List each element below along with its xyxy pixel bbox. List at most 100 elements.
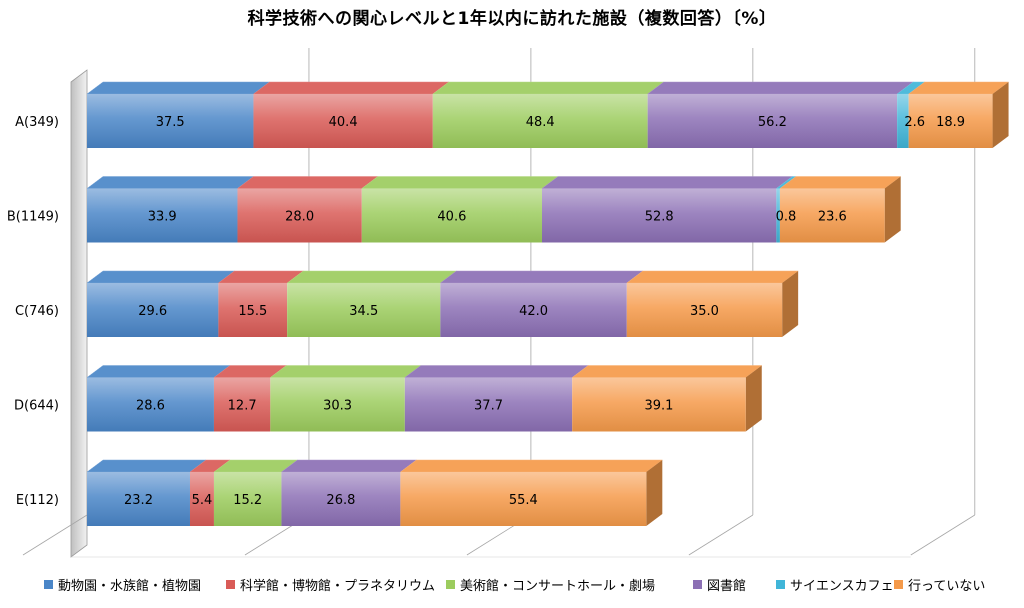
bar-segment xyxy=(287,283,441,337)
bar-segment xyxy=(281,472,401,526)
bar-top-face xyxy=(541,176,794,189)
bar-top-face xyxy=(280,459,418,473)
bar-segment xyxy=(87,188,238,243)
legend-swatch xyxy=(226,580,235,589)
bar-segment xyxy=(647,94,898,148)
bar-segment xyxy=(213,472,282,526)
bar-top-face xyxy=(646,81,914,95)
bar-segment xyxy=(779,188,885,243)
bar-top-face xyxy=(86,176,255,189)
gridline-floor xyxy=(688,514,754,556)
data-label: 5.4 xyxy=(192,493,213,508)
category-label: D(644) xyxy=(14,399,59,414)
legend-label: 科学館・博物館・プラネタリウム xyxy=(240,578,435,594)
legend-swatch xyxy=(776,580,785,589)
data-label: 2.6 xyxy=(904,115,925,130)
bar-segment xyxy=(87,472,190,526)
data-label: 40.4 xyxy=(329,115,358,130)
data-label: 48.4 xyxy=(526,115,555,130)
legend-label: 図書館 xyxy=(707,579,746,594)
legend-swatch xyxy=(446,580,455,589)
gridline-floor xyxy=(22,514,88,556)
bar-end-face xyxy=(884,176,901,243)
bar-top-face xyxy=(86,365,231,378)
bar-top-face xyxy=(404,365,589,378)
data-label: 29.6 xyxy=(138,304,167,319)
legend-label: 美術館・コンサートホール・劇場 xyxy=(460,579,655,594)
data-label: 0.8 xyxy=(776,210,797,225)
chart-side-wall xyxy=(70,69,88,558)
bar-end-face xyxy=(782,271,799,337)
bar-end-face xyxy=(646,460,663,526)
category-label: B(1149) xyxy=(7,210,59,225)
bar-segment xyxy=(361,188,542,243)
bar-top-face xyxy=(399,459,664,473)
data-label: 26.8 xyxy=(326,493,355,508)
data-label: 37.5 xyxy=(156,115,185,130)
category-label: C(746) xyxy=(15,304,59,319)
legend-swatch xyxy=(693,580,702,589)
bar-top-face xyxy=(432,81,665,95)
bar-top-face xyxy=(86,459,207,473)
bar-segment xyxy=(908,94,993,148)
data-label: 23.6 xyxy=(818,210,847,225)
bar-segment xyxy=(87,377,214,432)
bar-top-face xyxy=(361,176,559,189)
category-label: E(112) xyxy=(16,493,59,508)
bar-segment xyxy=(400,472,647,526)
legend-swatch xyxy=(894,580,903,589)
bar-top-face xyxy=(236,176,379,189)
bar-segment xyxy=(776,188,780,243)
category-label: A(349) xyxy=(15,115,59,130)
data-label: 34.5 xyxy=(349,304,378,319)
data-label: 30.3 xyxy=(323,399,352,414)
bar-segment xyxy=(218,283,288,337)
bar-segment xyxy=(270,377,405,432)
data-label: 18.9 xyxy=(936,115,965,130)
bar-segment xyxy=(440,283,627,337)
bar-segment xyxy=(542,188,777,243)
data-label: 28.0 xyxy=(285,210,314,225)
data-label: 35.0 xyxy=(690,304,719,319)
data-label: 52.8 xyxy=(645,210,674,225)
legend-label: 行っていない xyxy=(908,579,985,594)
data-label: 28.6 xyxy=(136,399,165,414)
chart-title: 科学技術への関心レベルと1年以内に訪れた施設（複数回答）〔%〕 xyxy=(247,9,777,29)
bar-top-face xyxy=(571,365,763,378)
data-label: 33.9 xyxy=(148,210,177,225)
bar-top-face xyxy=(779,176,902,189)
bar-end-face xyxy=(992,82,1009,148)
bar-segment xyxy=(432,94,648,148)
legend-swatch xyxy=(44,580,53,589)
data-label: 40.6 xyxy=(437,210,466,225)
data-label: 15.2 xyxy=(233,493,262,508)
data-label: 55.4 xyxy=(509,493,538,508)
bar-top-face xyxy=(252,81,450,95)
bar-segment xyxy=(189,472,214,526)
bar-segment xyxy=(404,377,573,432)
bar-segment xyxy=(897,94,909,148)
bar-top-face xyxy=(86,81,271,95)
bar-end-face xyxy=(745,365,762,432)
data-label: 15.5 xyxy=(238,304,267,319)
bar-segment xyxy=(626,283,783,337)
legend-label: 動物園・水族館・植物園 xyxy=(58,578,201,594)
bar-segment xyxy=(213,377,271,432)
bar-top-face xyxy=(626,270,799,284)
bar-top-face xyxy=(269,365,422,378)
data-label: 42.0 xyxy=(519,304,548,319)
data-label: 12.7 xyxy=(228,399,257,414)
bar-segment xyxy=(237,188,362,243)
bar-segment xyxy=(87,94,254,148)
data-label: 37.7 xyxy=(474,399,503,414)
legend-label: サイエンスカフェ xyxy=(790,579,894,594)
bar-top-face xyxy=(86,270,236,284)
data-label: 56.2 xyxy=(758,115,787,130)
data-label: 23.2 xyxy=(124,493,153,508)
bar-top-face xyxy=(286,270,458,284)
bar-segment xyxy=(87,283,219,337)
bar-segment xyxy=(572,377,746,432)
bar-top-face xyxy=(439,270,644,284)
